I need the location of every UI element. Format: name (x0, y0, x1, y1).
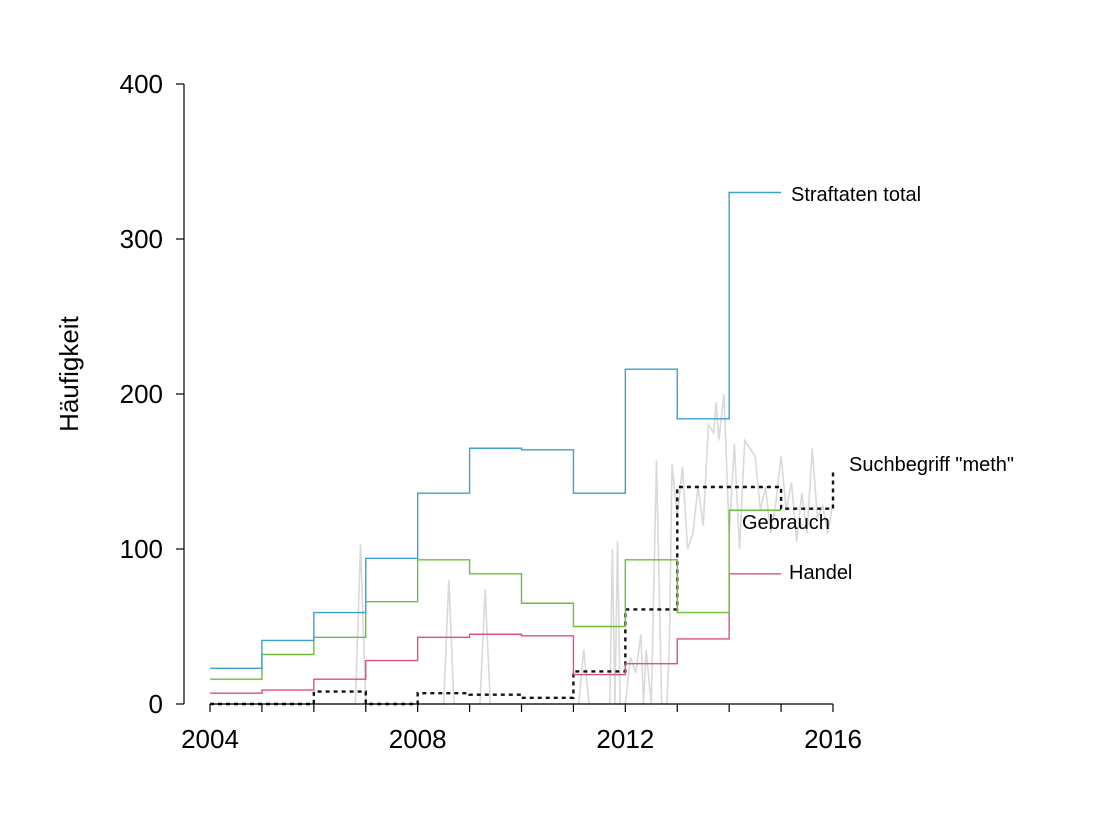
x-tick-label: 2016 (804, 724, 862, 754)
y-tick-label: 100 (120, 534, 163, 564)
series-label-gebrauch: Gebrauch (742, 512, 830, 534)
series-labels: Straftaten total Gebrauch Handel Suchbeg… (742, 184, 1014, 584)
trend-series-layer (210, 393, 834, 705)
y-tick-label: 200 (120, 379, 163, 409)
y-axis: 0 100 200 300 400 (120, 69, 185, 719)
x-tick-label: 2012 (596, 724, 654, 754)
series-line-gebrauch (210, 509, 782, 680)
y-ticks: 0 100 200 300 400 (120, 69, 184, 719)
x-ticks: 2004 2008 2012 2016 (181, 704, 862, 754)
series-line-handel (210, 573, 782, 694)
series-label-straftaten: Straftaten total (791, 184, 921, 206)
series-layer (210, 191, 835, 706)
series-line-straftaten (210, 191, 782, 670)
series-line-trend (210, 393, 834, 705)
series-line-meth (210, 471, 835, 706)
series-label-handel: Handel (789, 562, 852, 584)
x-tick-label: 2004 (181, 724, 239, 754)
x-axis: 2004 2008 2012 2016 (181, 703, 862, 754)
series-label-meth: Suchbegriff "meth" (849, 454, 1014, 476)
y-tick-label: 400 (120, 69, 163, 99)
y-axis-label: Häufigkeit (54, 315, 84, 431)
y-tick-label: 0 (149, 689, 163, 719)
y-tick-label: 300 (120, 224, 163, 254)
x-tick-label: 2008 (389, 724, 447, 754)
